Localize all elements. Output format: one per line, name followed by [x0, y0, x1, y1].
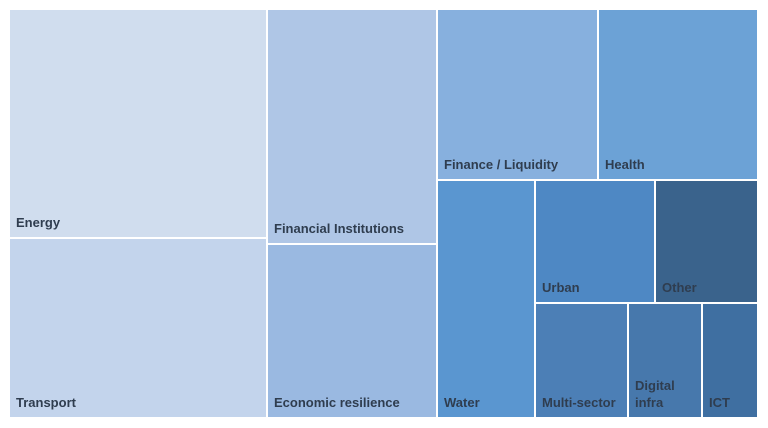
treemap-label: Financial Institutions	[274, 221, 405, 236]
treemap-tile-other[interactable]: Other	[656, 181, 757, 302]
treemap-tile-energy[interactable]: Energy	[10, 10, 266, 237]
treemap-tile-health[interactable]: Health	[599, 10, 757, 179]
treemap-label: Digital infra	[635, 378, 675, 410]
treemap-label: Other	[662, 280, 697, 295]
treemap-tile-multi-sector[interactable]: Multi-sector	[536, 304, 627, 417]
treemap-tile-urban[interactable]: Urban	[536, 181, 654, 302]
treemap-label: Finance / Liquidity	[444, 157, 559, 172]
treemap-label: Water	[444, 395, 480, 410]
treemap-tile-water[interactable]: Water	[438, 181, 534, 417]
treemap-label: Transport	[16, 395, 76, 410]
treemap-tile-digital-infra[interactable]: Digital infra	[629, 304, 701, 417]
treemap-tile-financial-institutions[interactable]: Financial Institutions	[268, 10, 436, 243]
treemap-tile-economic-resilience[interactable]: Economic resilience	[268, 245, 436, 417]
treemap-tile-finance-liquidity[interactable]: Finance / Liquidity	[438, 10, 597, 179]
treemap-label: Urban	[542, 280, 580, 295]
treemap-label: Economic resilience	[274, 395, 400, 410]
treemap-label: Multi-sector	[542, 395, 616, 410]
treemap-tile-transport[interactable]: Transport	[10, 239, 266, 417]
treemap-tile-ict[interactable]: ICT	[703, 304, 757, 417]
treemap-label: Energy	[16, 215, 61, 230]
treemap-label: ICT	[709, 395, 730, 410]
treemap-label: Health	[605, 157, 645, 172]
